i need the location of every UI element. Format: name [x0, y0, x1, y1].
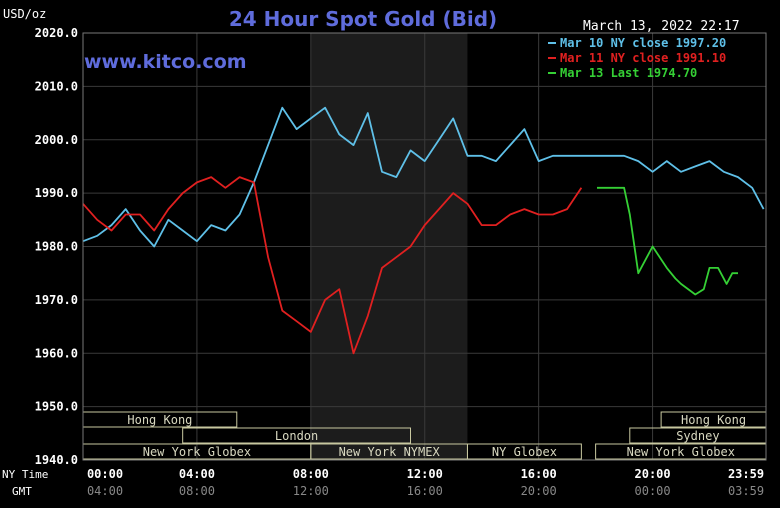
y-tick-label: 1950.0 — [35, 400, 78, 414]
session-box — [466, 443, 582, 460]
x-tick-label-gmt: 08:00 — [179, 484, 215, 498]
chart-title: 24 Hour Spot Gold (Bid) — [229, 7, 497, 31]
y-tick-label: 2010.0 — [35, 79, 78, 93]
gmt-row-label: GMT — [12, 485, 32, 498]
legend-label: Mar 11 NY close 1991.10 — [560, 51, 726, 65]
y-tick-label: 2020.0 — [35, 26, 78, 40]
legend-label: Mar 13 Last 1974.70 — [560, 66, 697, 80]
plot-border — [82, 32, 767, 461]
series-layer — [82, 106, 765, 355]
y-tick-label: 1970.0 — [35, 293, 78, 307]
x-tick-label-ny: 23:59 — [728, 467, 764, 481]
y-tick-label: 1980.0 — [35, 240, 78, 254]
y-axis-ticks: 2020.0 2010.0 2000.0 1990.0 1980.0 1970.0 1960… — [35, 26, 78, 467]
series-line-3 — [597, 186, 738, 296]
x-tick-label-gmt: 00:00 — [635, 484, 671, 498]
y-tick-label: 1960.0 — [35, 346, 78, 360]
x-tick-label-ny: 16:00 — [521, 467, 557, 481]
x-tick-label-ny: 00:00 — [87, 467, 123, 481]
y-tick-label: 1940.0 — [35, 453, 78, 467]
session-label: New York Globex — [627, 445, 735, 459]
y-tick-label: 2000.0 — [35, 133, 78, 147]
x-tick-label-ny: 12:00 — [407, 467, 443, 481]
session-label: Hong Kong — [127, 413, 192, 427]
x-tick-label-gmt: 12:00 — [293, 484, 329, 498]
x-tick-label-gmt: 20:00 — [521, 484, 557, 498]
x-tick-label-ny: 08:00 — [293, 467, 329, 481]
y-axis-unit-label: USD/oz — [3, 7, 46, 21]
x-tick-label-gmt: 16:00 — [407, 484, 443, 498]
x-tick-label-gmt: 03:59 — [728, 484, 764, 498]
market-sessions: Hong Kong London New York Globex New York N… — [82, 411, 767, 460]
series-line-2 — [82, 176, 583, 355]
ny-time-row-label: NY Time — [2, 468, 48, 481]
watermark-url: www.kitco.com — [84, 51, 247, 73]
session-label: Sydney — [676, 429, 719, 443]
session-label: Hong Kong — [681, 413, 746, 427]
session-label: New York Globex — [143, 445, 251, 459]
session-label: New York NYMEX — [339, 445, 441, 459]
x-axis-ticks: 00:00 04:00 04:00 08:00 08:00 12:00 12:00 16:00… — [87, 467, 764, 498]
session-label: London — [275, 429, 318, 443]
session-label: NY Globex — [492, 445, 557, 459]
x-tick-label-ny: 04:00 — [179, 467, 215, 481]
series-line-1 — [82, 106, 765, 248]
x-tick-label-gmt: 04:00 — [87, 484, 123, 498]
legend-label: Mar 10 NY close 1997.20 — [560, 36, 726, 50]
session-box — [182, 427, 412, 444]
x-tick-label-ny: 20:00 — [635, 467, 671, 481]
timestamp: March 13, 2022 22:17 — [583, 19, 740, 34]
y-tick-label: 1990.0 — [35, 186, 78, 200]
